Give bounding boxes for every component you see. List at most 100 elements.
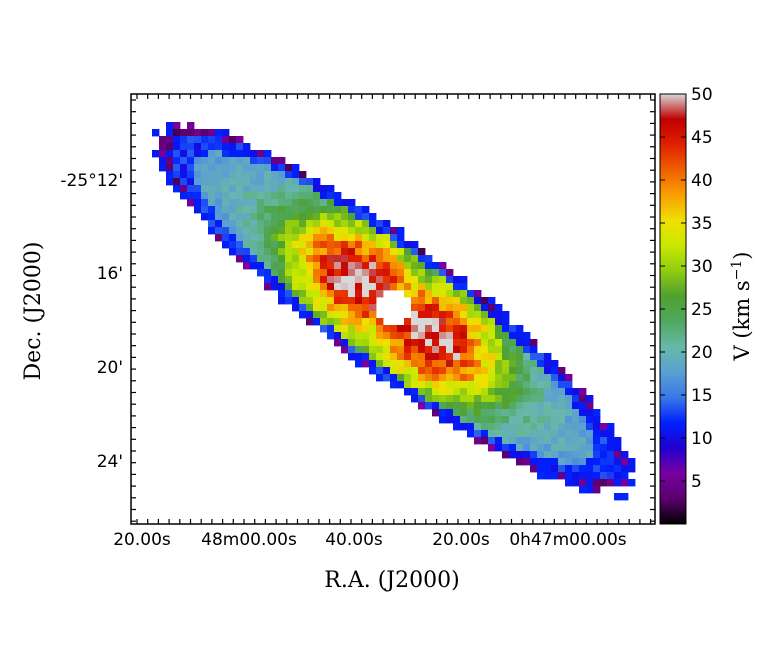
heatmap-cell xyxy=(341,304,349,312)
colorbar-tick-label: 15 xyxy=(691,386,713,406)
heatmap-cell xyxy=(390,269,398,277)
heatmap-cell xyxy=(341,325,349,333)
heatmap-cell xyxy=(278,185,286,193)
heatmap-cell xyxy=(523,353,531,361)
heatmap-cell xyxy=(180,157,188,165)
heatmap-cell xyxy=(320,290,328,298)
heatmap-cell xyxy=(488,423,496,431)
heatmap-cell xyxy=(278,171,286,179)
heatmap-cell xyxy=(474,416,482,424)
heatmap-cell xyxy=(327,262,335,270)
heatmap-cell xyxy=(397,234,405,242)
heatmap-cell xyxy=(250,178,258,186)
heatmap-cell xyxy=(446,276,454,284)
heatmap-cell xyxy=(628,458,636,466)
heatmap-cell xyxy=(222,150,230,158)
heatmap-cell xyxy=(558,444,566,452)
heatmap-cell xyxy=(502,367,510,375)
heatmap-cell xyxy=(376,262,384,270)
heatmap-cell xyxy=(586,444,594,452)
heatmap-cell xyxy=(488,374,496,382)
heatmap-cell xyxy=(320,213,328,221)
heatmap-cell xyxy=(439,276,447,284)
heatmap-cell xyxy=(299,213,307,221)
heatmap-cell xyxy=(460,339,468,347)
heatmap-cell xyxy=(460,290,468,298)
heatmap-cell xyxy=(572,430,580,438)
heatmap-cell xyxy=(418,262,426,270)
heatmap-cell xyxy=(278,164,286,172)
heatmap-cell xyxy=(544,360,552,368)
heatmap-cell xyxy=(341,206,349,214)
heatmap-cell xyxy=(558,409,566,417)
heatmap-cell xyxy=(481,388,489,396)
heatmap-cell xyxy=(425,311,433,319)
heatmap-cell xyxy=(383,283,391,291)
heatmap-cell xyxy=(187,143,195,151)
heatmap-cell xyxy=(250,262,258,270)
heatmap-cell xyxy=(488,402,496,410)
heatmap-cell xyxy=(446,318,454,326)
heatmap-cell xyxy=(369,290,377,298)
heatmap-cell xyxy=(509,402,517,410)
heatmap-cell xyxy=(362,353,370,361)
heatmap-cell xyxy=(320,192,328,200)
heatmap-cell xyxy=(432,374,440,382)
heatmap-cell xyxy=(572,395,580,403)
heatmap-cell xyxy=(306,276,314,284)
heatmap-cell xyxy=(229,213,237,221)
colorbar-tick-label: 50 xyxy=(691,85,713,105)
heatmap-cell xyxy=(355,269,363,277)
heatmap-cell xyxy=(341,255,349,263)
heatmap-cell xyxy=(166,171,174,179)
heatmap-cell xyxy=(257,269,265,277)
heatmap-cell xyxy=(509,346,517,354)
heatmap-cell xyxy=(334,248,342,256)
heatmap-cell xyxy=(369,276,377,284)
heatmap-cell xyxy=(320,297,328,305)
heatmap-cell xyxy=(341,290,349,298)
heatmap-cell xyxy=(348,325,356,333)
heatmap-cell xyxy=(355,339,363,347)
heatmap-cell xyxy=(404,283,412,291)
heatmap-cell xyxy=(572,472,580,480)
heatmap-cell xyxy=(369,220,377,228)
heatmap-cell xyxy=(348,297,356,305)
heatmap-cell xyxy=(194,185,202,193)
heatmap-cell xyxy=(278,269,286,277)
heatmap-cell xyxy=(516,374,524,382)
heatmap-cell xyxy=(327,318,335,326)
heatmap-cell xyxy=(257,213,265,221)
heatmap-cell xyxy=(257,192,265,200)
heatmap-cell xyxy=(362,318,370,326)
heatmap-cell xyxy=(544,430,552,438)
heatmap-cell xyxy=(383,262,391,270)
heatmap-cell xyxy=(348,276,356,284)
heatmap-cell xyxy=(614,479,622,487)
heatmap-cell xyxy=(558,388,566,396)
heatmap-cell xyxy=(257,255,265,263)
heatmap-cell xyxy=(502,451,510,459)
heatmap-cell xyxy=(313,234,321,242)
heatmap-cell xyxy=(327,255,335,263)
heatmap-cell xyxy=(425,402,433,410)
heatmap-cell xyxy=(341,234,349,242)
heatmap-cell xyxy=(348,339,356,347)
heatmap-cell xyxy=(495,437,503,445)
heatmap-cell xyxy=(313,276,321,284)
heatmap-cell xyxy=(355,318,363,326)
heatmap-cell xyxy=(208,227,216,235)
heatmap-cell xyxy=(418,304,426,312)
heatmap-cell xyxy=(390,339,398,347)
heatmap-cell xyxy=(467,318,475,326)
heatmap-cell xyxy=(250,248,258,256)
heatmap-cell xyxy=(586,486,594,494)
heatmap-cell xyxy=(306,192,314,200)
heatmap-cell xyxy=(530,367,538,375)
heatmap-cell xyxy=(355,311,363,319)
heatmap-cell xyxy=(264,185,272,193)
heatmap-cell xyxy=(243,234,251,242)
heatmap-cell xyxy=(236,171,244,179)
heatmap-cell xyxy=(327,290,335,298)
heatmap-cell xyxy=(481,332,489,340)
